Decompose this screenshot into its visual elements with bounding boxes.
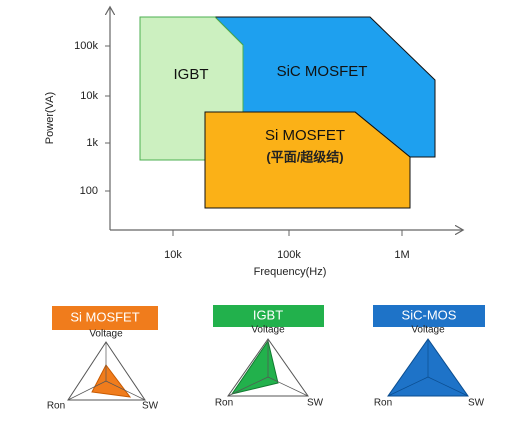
x-tick-label: 1M [394,249,409,261]
radar-axis-label: SW [142,401,159,412]
y-tick-label: 100 [80,185,98,197]
y-tick-label: 1k [86,137,98,149]
radar-axis-label: SW [468,398,485,409]
radar-title: SiC-MOS [402,307,457,322]
radar-shape [230,339,279,395]
region-label: SiC MOSFET [277,63,368,80]
radar-axis-label: SW [307,398,324,409]
radar-axis-label: Voltage [411,325,445,336]
radar-title: Si MOSFET [70,309,139,324]
si-region [204,111,411,209]
radar-title-box [52,306,158,330]
radar-axis-label: Ron [215,398,233,409]
region-label: Si MOSFET [265,127,345,144]
radar-title: IGBT [253,307,283,322]
radar-shape [91,364,132,398]
radar-axis-label: Ron [374,398,392,409]
region-label: IGBT [173,66,208,83]
radar-title-box [373,305,485,327]
radar-axis-label: Voltage [251,325,285,336]
y-axis-title: Power(VA) [44,92,56,144]
x-tick-label: 10k [164,249,182,261]
radar-title-box [213,305,324,327]
ticks [105,45,403,236]
radar-axis-label: Voltage [89,329,123,340]
y-tick-label: 100k [74,40,98,52]
radar-axis-label: Ron [47,401,65,412]
y-tick-label: 10k [80,90,98,102]
region-sublabel: (平面/超级结) [266,149,343,164]
x-axis-title: Frequency(Hz) [254,266,327,278]
x-tick-label: 100k [277,249,301,261]
